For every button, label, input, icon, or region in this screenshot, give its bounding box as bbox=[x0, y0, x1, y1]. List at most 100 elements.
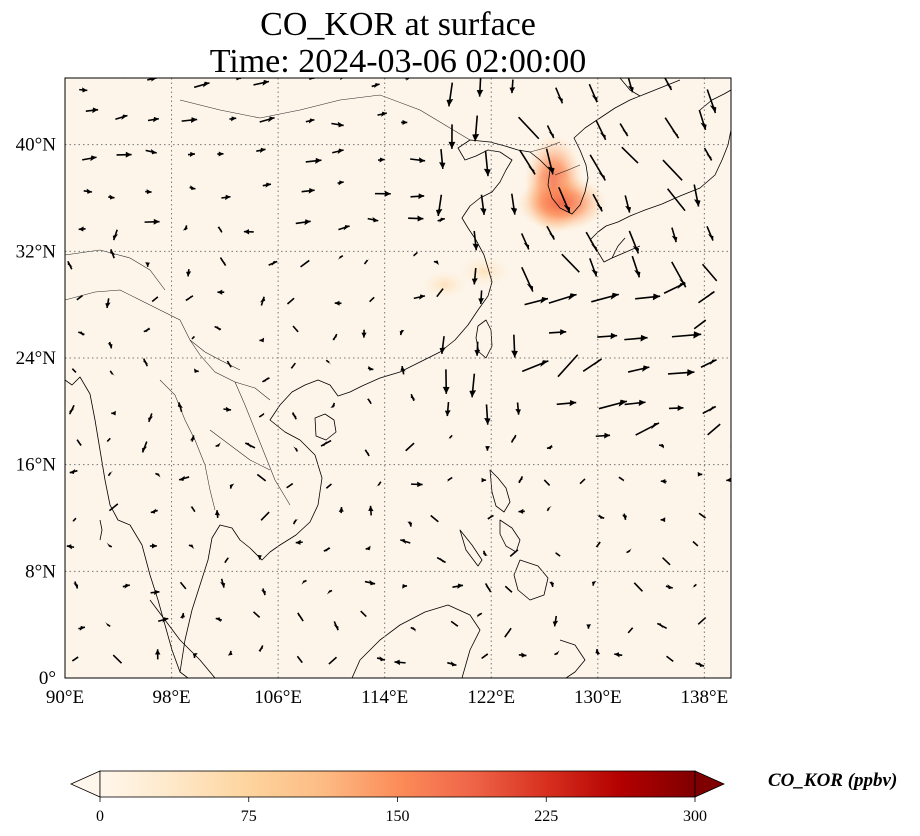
wind-arrow bbox=[698, 290, 715, 304]
wind-arrow bbox=[400, 538, 411, 545]
wind-arrow bbox=[731, 402, 760, 409]
wind-arrow bbox=[413, 294, 426, 300]
wind-arrow bbox=[511, 334, 518, 358]
wind-arrow bbox=[741, 192, 749, 207]
wind-arrow bbox=[740, 356, 765, 366]
wind-arrow bbox=[151, 296, 159, 303]
wind-arrow bbox=[624, 195, 632, 213]
wind-arrow bbox=[149, 543, 157, 549]
wind-arrow bbox=[85, 107, 99, 114]
wind-arrow bbox=[509, 79, 516, 94]
wind-arrow bbox=[244, 442, 256, 449]
wind-arrow bbox=[732, 317, 747, 327]
wind-arrow bbox=[557, 354, 579, 378]
wind-arrow bbox=[635, 293, 661, 301]
wind-arrow bbox=[78, 226, 86, 232]
wind-arrow bbox=[524, 296, 549, 306]
wind-arrow bbox=[430, 514, 439, 523]
wind-arrow bbox=[179, 581, 187, 590]
wind-arrow bbox=[177, 402, 183, 412]
wind-arrow bbox=[338, 506, 344, 514]
colorbar-tick-label: 150 bbox=[386, 808, 410, 825]
wind-arrow bbox=[337, 254, 344, 261]
wind-arrow bbox=[76, 439, 82, 446]
wind-arrow bbox=[217, 289, 225, 295]
wind-arrow bbox=[366, 398, 372, 405]
wind-arrow bbox=[150, 589, 160, 595]
latitude-tick-label: 0° bbox=[39, 668, 56, 689]
wind-arrow bbox=[481, 477, 487, 483]
wind-arrow bbox=[78, 625, 86, 631]
wind-arrow bbox=[546, 444, 553, 450]
wind-arrow bbox=[243, 229, 254, 235]
wind-arrow bbox=[482, 550, 488, 557]
wind-arrow bbox=[145, 149, 157, 155]
wind-arrow bbox=[337, 180, 344, 186]
wind-arrow bbox=[262, 182, 272, 188]
wind-arrow bbox=[71, 517, 77, 524]
wind-arrow bbox=[450, 620, 459, 627]
wind-arrow bbox=[115, 114, 128, 121]
wind-arrow bbox=[187, 151, 196, 157]
wind-arrow bbox=[286, 297, 295, 305]
wind-arrow bbox=[619, 123, 629, 137]
wind-arrow bbox=[332, 333, 338, 341]
wind-arrow bbox=[107, 470, 113, 477]
wind-arrow bbox=[598, 399, 628, 410]
wind-arrow bbox=[364, 449, 370, 457]
wind-arrow bbox=[517, 475, 524, 484]
wind-arrow bbox=[399, 329, 405, 336]
wind-arrow bbox=[253, 611, 261, 618]
wind-arrow bbox=[665, 584, 673, 590]
wind-arrow bbox=[469, 373, 477, 398]
wind-arrow bbox=[180, 612, 185, 619]
wind-arrow bbox=[76, 294, 83, 301]
wind-arrow bbox=[671, 261, 687, 288]
wind-arrow bbox=[186, 269, 192, 277]
wind-arrow bbox=[730, 158, 731, 161]
wind-arrow bbox=[189, 185, 196, 191]
wind-arrow bbox=[185, 295, 194, 302]
wind-arrow bbox=[554, 551, 561, 557]
wind-arrow bbox=[296, 655, 303, 664]
wind-arrow bbox=[300, 259, 310, 268]
wind-arrow bbox=[122, 583, 131, 589]
wind-arrow bbox=[706, 225, 714, 241]
wind-arrow bbox=[691, 583, 697, 590]
wind-arrow bbox=[701, 263, 718, 282]
wind-arrow bbox=[480, 194, 487, 215]
wind-arrow bbox=[144, 218, 160, 225]
wind-arrow bbox=[471, 268, 478, 285]
wind-arrow bbox=[452, 583, 464, 589]
wind-arrow bbox=[447, 434, 453, 441]
wind-arrow bbox=[83, 188, 93, 194]
wind-arrow bbox=[589, 154, 606, 181]
longitude-tick-label: 90°E bbox=[46, 687, 84, 708]
wind-arrow bbox=[107, 341, 113, 349]
wind-arrow bbox=[436, 288, 444, 298]
wind-arrow bbox=[192, 652, 198, 659]
wind-arrow bbox=[297, 612, 304, 622]
wind-arrow bbox=[67, 260, 73, 270]
wind-arrow bbox=[377, 111, 387, 117]
wind-arrow bbox=[145, 189, 152, 195]
wind-arrow bbox=[518, 652, 527, 658]
wind-arrow bbox=[624, 399, 646, 407]
wind-arrow bbox=[447, 661, 457, 667]
wind-arrow bbox=[188, 544, 195, 550]
wind-arrow bbox=[595, 432, 611, 439]
wind-arrow bbox=[150, 508, 158, 514]
wind-arrow bbox=[627, 627, 634, 634]
wind-arrow bbox=[364, 580, 376, 586]
wind-arrow bbox=[221, 194, 231, 201]
wind-arrow bbox=[478, 290, 484, 304]
wind-arrow bbox=[407, 521, 413, 527]
wind-arrow bbox=[739, 221, 745, 240]
wind-arrow bbox=[181, 117, 198, 124]
wind-arrow bbox=[109, 370, 115, 376]
wind-arrow bbox=[155, 472, 161, 478]
wind-arrow bbox=[483, 150, 491, 177]
wind-arrow bbox=[214, 325, 222, 331]
wind-arrow bbox=[447, 476, 453, 483]
